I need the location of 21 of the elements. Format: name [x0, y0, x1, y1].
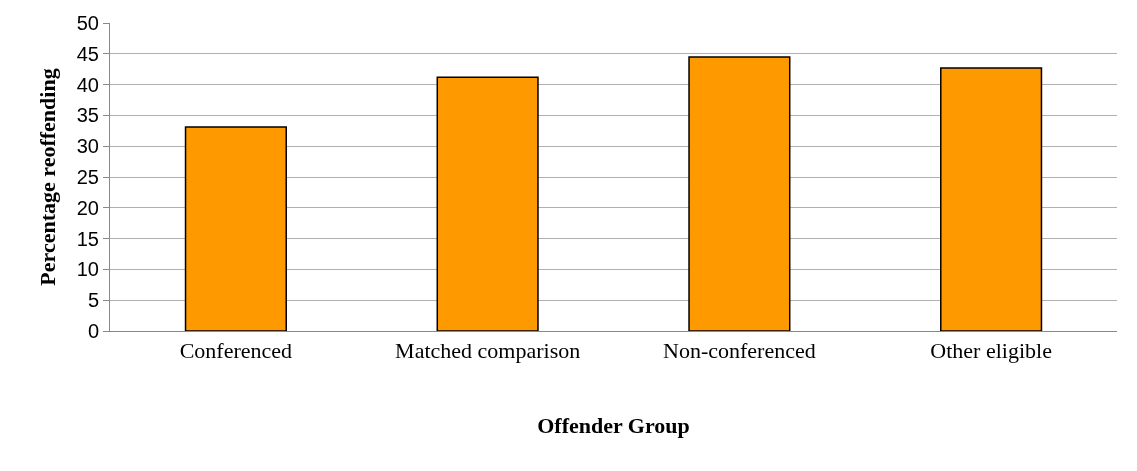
x-tick-label: Non-conferenced [663, 338, 816, 364]
y-tick-label: 45 [76, 42, 99, 65]
bar [688, 56, 791, 331]
y-tick-label: 0 [87, 320, 99, 342]
x-tick-label: Matched comparison [395, 338, 581, 364]
bar [436, 76, 539, 331]
y-tick-label: 20 [76, 196, 99, 219]
x-tick-label: Conferenced [179, 338, 293, 364]
y-tick-label: 30 [76, 135, 99, 158]
bar [940, 67, 1043, 331]
y-tick-label: 50 [76, 12, 99, 34]
y-tick-label: 35 [76, 104, 99, 127]
y-axis-title: Percentage reoffending [34, 68, 60, 286]
y-tick-label: 25 [76, 166, 99, 188]
x-tick-label: Other eligible [930, 338, 1052, 364]
y-tick-label: 5 [87, 289, 99, 312]
bar [184, 126, 287, 331]
x-axis-title: Offender Group [537, 413, 690, 439]
y-tick-label: 10 [76, 258, 99, 281]
y-tick-label: 40 [76, 73, 99, 96]
y-tick-label: 15 [76, 227, 99, 250]
